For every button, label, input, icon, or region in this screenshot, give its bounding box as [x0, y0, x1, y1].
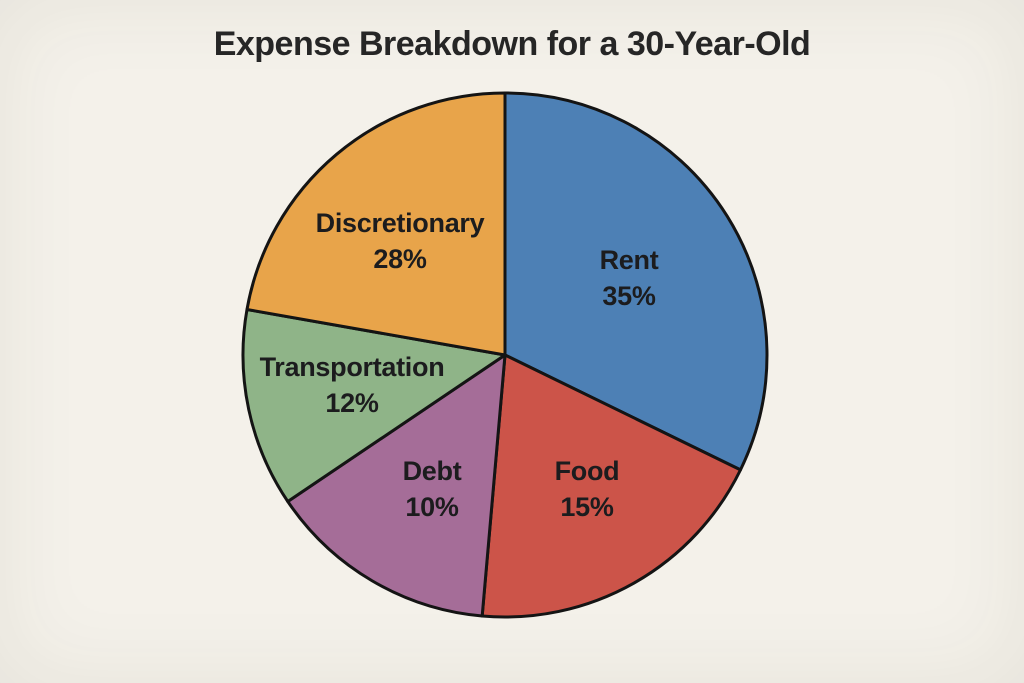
- pie-slice-debt: [286, 353, 507, 618]
- pie-slice-discretionary: [245, 91, 507, 357]
- pie-slice-transportation: [241, 308, 507, 504]
- pie-slice-rent: [503, 91, 769, 472]
- chart-title: Expense Breakdown for a 30-Year-Old: [213, 25, 811, 63]
- pie-slice-food: [480, 353, 742, 619]
